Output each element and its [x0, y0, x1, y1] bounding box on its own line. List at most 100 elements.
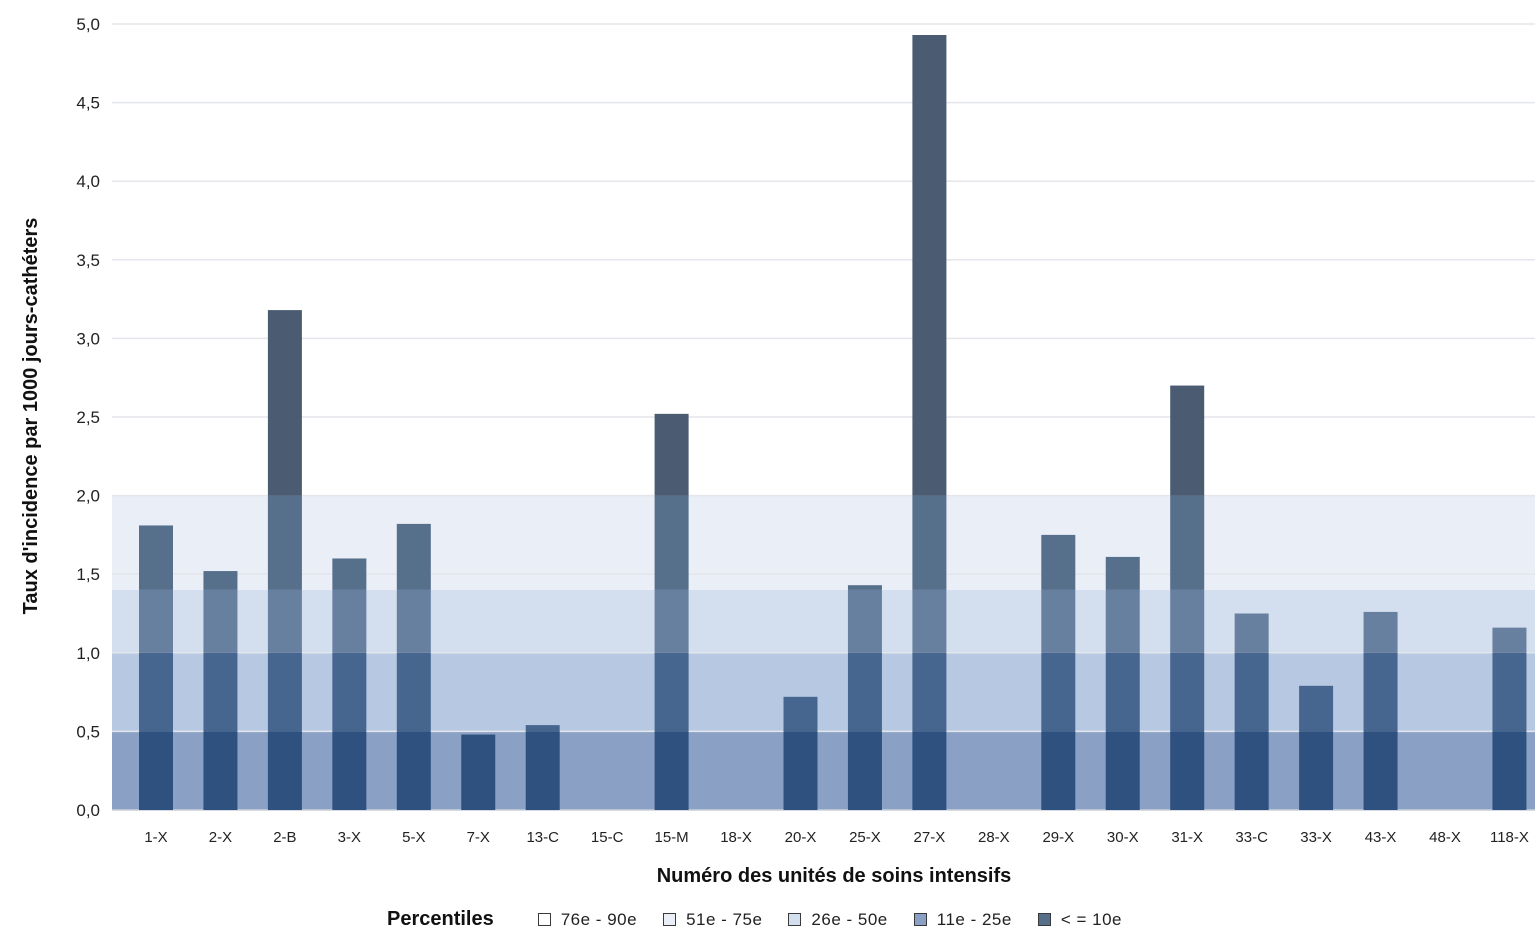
y-tick-label: 4,5: [76, 94, 100, 113]
y-axis-title: Taux d'incidence par 1000 jours-cathéter…: [20, 218, 42, 615]
bar-segment: [1299, 731, 1334, 810]
bar: [912, 35, 947, 810]
bar-segment: [203, 571, 238, 590]
bar-segment: [1492, 731, 1527, 810]
bar-segment: [332, 589, 367, 653]
bars: [139, 35, 1527, 810]
legend-item: 11e - 25e: [913, 909, 1012, 930]
bar-segment: [139, 731, 173, 810]
bar-segment: [1041, 534, 1076, 590]
bar: [783, 696, 818, 810]
bar: [1105, 556, 1140, 810]
bar-segment: [912, 589, 947, 653]
x-tick-label: 33-X: [1300, 829, 1332, 846]
bar-segment: [1170, 731, 1205, 810]
x-axis-title: Numéro des unités de soins intensifs: [657, 865, 1012, 887]
legend-label: 11e - 25e: [936, 909, 1012, 929]
bar-segment: [1363, 611, 1398, 653]
bar-segment: [1170, 495, 1205, 590]
y-tick-labels: 0,0 0,5 1,0 1,5 2,0 2,5 3,0 3,5 4,0 4,5 5,0: [76, 15, 100, 820]
x-tick-label: 27-X: [914, 829, 946, 846]
x-tick-label: 3-X: [338, 829, 361, 846]
bar-segment: [267, 731, 302, 810]
bar-segment: [912, 731, 947, 810]
x-tick-label: 2-B: [273, 829, 296, 846]
bar-segment: [1041, 731, 1076, 810]
bar-segment: [1299, 685, 1334, 732]
bar-segment: [1105, 556, 1140, 590]
x-tick-label: 7-X: [467, 829, 490, 846]
legend-swatch: [1037, 913, 1051, 926]
x-tick-label: 5-X: [402, 829, 425, 846]
bar-segment: [1170, 385, 1205, 496]
y-tick-label: 3,5: [76, 251, 100, 270]
bar-segment: [1492, 652, 1527, 732]
legend-label: 76e - 90e: [560, 909, 638, 929]
x-tick-label: 18-X: [720, 829, 752, 846]
legend-label: 26e - 50e: [811, 909, 888, 929]
bar-segment: [332, 731, 367, 810]
y-tick-label: 0,5: [76, 722, 100, 741]
bar-segment: [139, 525, 173, 590]
bar-segment: [1105, 731, 1140, 810]
bar-segment: [1105, 652, 1140, 732]
legend-item: 26e - 50e: [788, 910, 887, 930]
bar: [139, 525, 173, 810]
x-tick-label: 33-C: [1235, 829, 1268, 846]
bar-segment: [139, 589, 173, 653]
bar-segment: [267, 589, 302, 653]
y-tick-label: 1,5: [76, 565, 100, 584]
y-tick-label: 5,0: [76, 15, 100, 34]
y-tick-label: 3,0: [76, 329, 100, 348]
bar: [461, 734, 496, 810]
legend-swatch: [913, 913, 927, 926]
bar: [332, 558, 367, 810]
bar-segment: [396, 523, 431, 590]
x-tick-label: 25-X: [849, 829, 881, 846]
x-tick-label: 28-X: [978, 829, 1010, 846]
bar-segment: [203, 731, 238, 810]
bar-segment: [139, 652, 173, 732]
bar-segment: [1041, 589, 1076, 653]
bar-segment: [525, 731, 560, 810]
legend-label: 51e - 75e: [686, 909, 763, 929]
bar-segment: [1234, 613, 1269, 653]
bar: [654, 413, 689, 810]
legend-swatch: [537, 913, 551, 926]
x-tick-label: 48-X: [1429, 829, 1461, 846]
bar-segment: [203, 652, 238, 732]
legend-item: 76e - 90e: [537, 909, 638, 930]
bar-segment: [332, 652, 367, 732]
bar: [1299, 685, 1334, 810]
bar-segment: [1105, 589, 1140, 653]
legend-item: < = 10e: [1037, 909, 1122, 930]
x-tick-label: 118-X: [1490, 829, 1529, 846]
legend: Percentiles 76e - 90e 51e - 75e 26e - 50…: [0, 908, 1535, 931]
bar: [525, 725, 560, 810]
bar-segment: [1363, 652, 1398, 732]
x-tick-label: 13-C: [526, 829, 559, 846]
bar-segment: [654, 589, 689, 653]
bar-segment: [1041, 652, 1076, 732]
bar-segment: [267, 652, 302, 732]
bar-segment: [1363, 731, 1398, 810]
bar-segment: [654, 413, 689, 496]
bar-segment: [1234, 731, 1269, 810]
y-tick-label: 1,0: [76, 644, 100, 663]
bar-segment: [847, 585, 882, 590]
legend-label: < = 10e: [1060, 909, 1122, 929]
bar-segment: [1170, 589, 1205, 653]
bar-segment: [396, 589, 431, 653]
bar-segment: [461, 734, 496, 810]
percentile-band: [112, 495, 1535, 590]
chart: 0,0 0,5 1,0 1,5 2,0 2,5 3,0 3,5 4,0 4,5 5,0 1-X 2-X…: [20, 15, 1535, 887]
x-tick-label: 2-X: [209, 829, 232, 846]
bar-segment: [654, 495, 689, 590]
bar: [396, 523, 431, 810]
bar-segment: [267, 310, 302, 496]
bar-segment: [912, 35, 947, 496]
bar-segment: [1492, 627, 1527, 653]
bar-segment: [332, 558, 367, 590]
bar-segment: [654, 731, 689, 810]
legend-item: 51e - 75e: [663, 910, 762, 930]
